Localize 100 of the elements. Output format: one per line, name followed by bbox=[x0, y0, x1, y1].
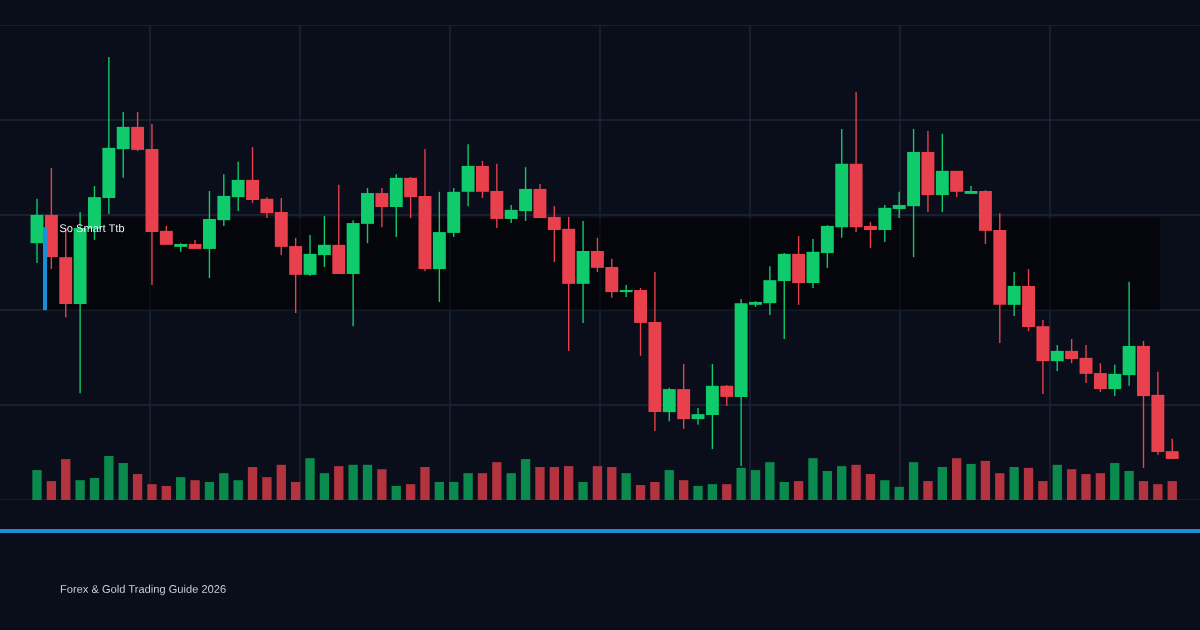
bar bbox=[233, 480, 243, 500]
bar bbox=[377, 469, 387, 500]
bar bbox=[808, 458, 818, 500]
bar bbox=[319, 473, 330, 500]
candlestick bbox=[1108, 364, 1122, 397]
bar bbox=[247, 467, 258, 500]
candlestick bbox=[1165, 438, 1179, 460]
bar bbox=[865, 474, 876, 500]
bar bbox=[1095, 473, 1106, 500]
candlestick bbox=[1050, 344, 1064, 372]
candlestick bbox=[950, 170, 964, 198]
bar bbox=[348, 464, 358, 500]
candlestick bbox=[1079, 344, 1093, 384]
bar bbox=[1023, 467, 1034, 500]
bar bbox=[995, 473, 1005, 500]
bar bbox=[420, 467, 430, 500]
bar bbox=[61, 459, 71, 500]
bar bbox=[851, 464, 861, 500]
candlestick bbox=[1093, 362, 1107, 393]
bar bbox=[894, 486, 904, 500]
candlestick bbox=[303, 234, 317, 277]
bar bbox=[1009, 467, 1019, 500]
bar bbox=[952, 458, 962, 500]
text: Forex & Gold Trading Guide 2026 bbox=[60, 584, 226, 596]
bar bbox=[305, 458, 315, 500]
bar bbox=[678, 480, 689, 500]
candlestick bbox=[116, 111, 130, 179]
bar bbox=[477, 473, 488, 500]
bar bbox=[190, 480, 200, 500]
bar bbox=[966, 463, 976, 500]
bar bbox=[147, 484, 157, 500]
bar bbox=[176, 477, 186, 500]
bar bbox=[923, 481, 933, 500]
bar bbox=[405, 484, 416, 500]
candlestick bbox=[720, 384, 734, 407]
bar bbox=[1110, 463, 1120, 500]
bar bbox=[104, 456, 114, 500]
candlestick bbox=[878, 204, 892, 243]
bar bbox=[607, 467, 617, 500]
bar bbox=[75, 480, 85, 500]
bar bbox=[693, 485, 703, 500]
bar bbox=[334, 466, 344, 500]
bar bbox=[908, 462, 919, 500]
candlestick bbox=[404, 176, 418, 219]
bar bbox=[880, 480, 890, 500]
bar bbox=[492, 462, 502, 500]
bar bbox=[980, 460, 991, 500]
bar bbox=[463, 473, 473, 500]
bar bbox=[434, 481, 445, 500]
candlestick bbox=[375, 187, 389, 228]
bar bbox=[1052, 464, 1062, 500]
bar bbox=[132, 474, 143, 500]
bar bbox=[161, 485, 171, 500]
bar bbox=[219, 473, 229, 500]
band-label: So Smart Ttb bbox=[59, 223, 125, 233]
bar bbox=[1124, 470, 1134, 500]
candlestick bbox=[691, 407, 705, 426]
candlestick bbox=[317, 215, 331, 268]
bar bbox=[549, 467, 559, 500]
bar bbox=[621, 473, 631, 500]
bar bbox=[1066, 469, 1077, 500]
bar bbox=[822, 470, 833, 500]
bar bbox=[290, 481, 301, 500]
bar bbox=[650, 481, 660, 500]
candlestick bbox=[159, 225, 173, 246]
bar bbox=[520, 459, 531, 500]
bar bbox=[204, 481, 215, 500]
bar bbox=[750, 470, 761, 500]
bar bbox=[635, 485, 646, 500]
bar bbox=[1167, 481, 1177, 500]
bar bbox=[664, 470, 674, 500]
bar bbox=[89, 478, 100, 500]
bar bbox=[449, 481, 459, 500]
candlestick bbox=[662, 387, 676, 422]
bar bbox=[937, 467, 947, 500]
bar bbox=[592, 466, 603, 500]
candlestick bbox=[231, 161, 245, 212]
bar bbox=[46, 481, 57, 500]
bar bbox=[1138, 481, 1149, 500]
candlestick bbox=[1007, 271, 1021, 317]
bar bbox=[578, 481, 588, 500]
bar bbox=[837, 466, 847, 500]
bar bbox=[262, 477, 272, 500]
candlestick bbox=[619, 284, 633, 298]
bar bbox=[779, 481, 789, 500]
bar bbox=[276, 464, 286, 500]
bar bbox=[32, 470, 42, 500]
candlestick bbox=[964, 185, 978, 195]
bar bbox=[1081, 474, 1091, 500]
bar bbox=[564, 466, 574, 500]
bar bbox=[506, 473, 516, 500]
bar bbox=[722, 484, 732, 500]
bar bbox=[736, 467, 746, 500]
bar bbox=[765, 462, 775, 500]
bar bbox=[1153, 484, 1163, 500]
bar bbox=[362, 464, 373, 500]
bar bbox=[118, 463, 128, 500]
candlestick bbox=[1065, 338, 1079, 364]
bar bbox=[793, 481, 804, 500]
bar bbox=[535, 467, 545, 500]
